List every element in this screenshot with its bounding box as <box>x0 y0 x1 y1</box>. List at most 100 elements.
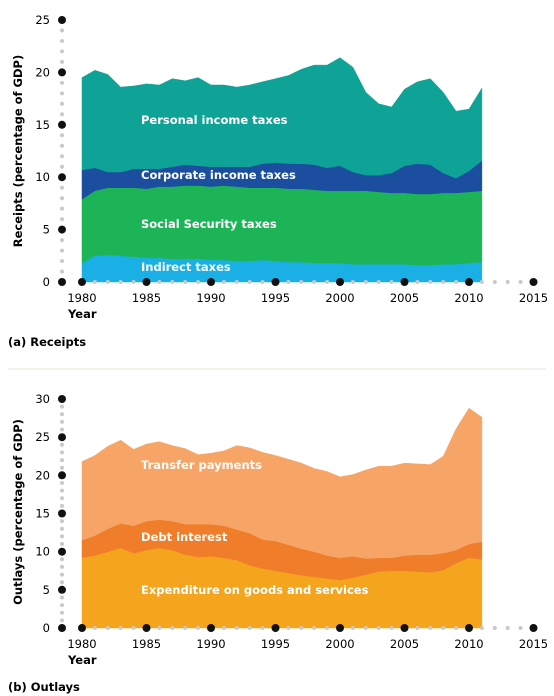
y-axis-minor-dot <box>60 564 64 569</box>
x-axis-minor-dot <box>505 280 510 284</box>
y-axis-minor-dot <box>60 269 64 274</box>
y-axis-minor-dot <box>60 610 64 615</box>
x-axis-minor-dot <box>234 626 239 630</box>
x-axis-minor-dot <box>118 626 123 630</box>
y-tick-label: 20 <box>35 468 50 482</box>
x-axis-minor-dot <box>105 626 110 630</box>
x-axis-minor-dot <box>350 280 355 284</box>
x-tick-dot <box>271 624 280 632</box>
outlays-panel: Expenditure on goods and services Debt in… <box>8 392 548 694</box>
x-axis-minor-dot <box>170 626 175 630</box>
x-axis-minor-dot <box>131 280 136 284</box>
x-axis-minor-dot <box>389 626 394 630</box>
x-axis-minor-dot <box>312 626 317 630</box>
x-axis-minor-dot <box>221 280 226 284</box>
indirect-taxes-label: Indirect taxes <box>141 260 231 274</box>
y-tick-dot <box>58 395 66 403</box>
y-axis-minor-dot <box>60 572 64 577</box>
y-tick-dot <box>58 509 66 518</box>
x-axis-minor-dot <box>415 280 420 284</box>
y-axis-minor-dot <box>60 519 64 524</box>
y-axis-minor-dot <box>60 595 64 600</box>
y-tick-dot <box>58 173 66 182</box>
y-tick-dot <box>58 120 66 129</box>
y-axis-minor-dot <box>60 238 64 243</box>
x-axis-minor-dot <box>92 280 97 284</box>
y-axis-minor-dot <box>60 259 64 263</box>
y-axis-minor-dot <box>60 603 64 608</box>
y-axis-minor-dot <box>60 488 64 493</box>
y-tick-label: 20 <box>35 65 50 79</box>
x-tick-label: 2015 <box>519 637 548 651</box>
y-axis-minor-dot <box>60 465 64 470</box>
x-axis-minor-dot <box>247 280 252 284</box>
x-axis-minor-dot <box>286 280 291 284</box>
x-axis-minor-dot <box>376 626 381 630</box>
y-axis-minor-dot <box>60 154 64 159</box>
y-axis-minor-dot <box>60 248 64 253</box>
x-tick-dot <box>400 278 409 286</box>
y-tick-label: 0 <box>43 275 50 289</box>
y-tick-label: 0 <box>43 621 50 635</box>
x-axis-minor-dot <box>363 280 368 284</box>
y-tick-label: 10 <box>35 170 50 184</box>
y-axis-minor-dot <box>60 419 64 424</box>
x-axis-minor-dot <box>299 280 304 284</box>
x-axis-minor-dot <box>170 280 175 284</box>
x-tick-label: 1985 <box>132 637 161 651</box>
y-axis-minor-dot <box>60 133 64 138</box>
y-axis-minor-dot <box>60 101 64 106</box>
y-axis-minor-dot <box>60 80 64 85</box>
y-tick-dot <box>58 585 66 594</box>
x-axis-minor-dot <box>196 626 201 630</box>
outlays-x-axis-title: Year <box>67 653 97 667</box>
x-tick-dot <box>529 278 538 286</box>
transfer-payments-area <box>81 407 483 559</box>
y-tick-label: 15 <box>35 118 50 132</box>
x-tick-label: 2005 <box>390 637 419 651</box>
y-axis-minor-dot <box>60 206 64 211</box>
y-tick-label: 15 <box>35 507 50 521</box>
y-axis-minor-dot <box>60 143 64 148</box>
y-tick-dot <box>58 624 66 632</box>
receipts-y-axis-title: Receipts (percentage of GDP) <box>11 55 25 247</box>
corporate-income-taxes-label: Corporate income taxes <box>141 168 296 182</box>
y-axis-minor-dot <box>60 534 64 539</box>
x-tick-dot <box>465 624 473 632</box>
x-axis-minor-dot <box>131 626 136 630</box>
x-axis-minor-dot <box>428 626 433 630</box>
y-tick-dot <box>58 225 66 234</box>
x-tick-label: 2000 <box>325 291 354 305</box>
x-tick-label: 1990 <box>196 637 225 651</box>
y-axis-minor-dot <box>60 404 64 409</box>
y-tick-dot <box>58 278 66 286</box>
x-tick-label: 2005 <box>390 291 419 305</box>
y-tick-label: 25 <box>35 13 50 27</box>
x-axis-minor-dot <box>350 626 355 630</box>
x-axis-minor-dot <box>479 280 484 284</box>
x-tick-dot <box>78 624 86 632</box>
x-tick-dot <box>336 278 344 286</box>
x-axis-minor-dot <box>325 280 330 284</box>
x-axis-minor-dot <box>196 280 201 284</box>
x-tick-dot <box>465 278 473 286</box>
x-axis-minor-dot <box>492 626 497 630</box>
x-axis-minor-dot <box>505 626 510 630</box>
y-axis-minor-dot <box>60 28 64 33</box>
x-axis-minor-dot <box>234 280 239 284</box>
x-tick-label: 1995 <box>261 637 290 651</box>
x-axis-minor-dot <box>454 280 459 284</box>
x-tick-label: 1980 <box>67 291 96 305</box>
y-axis-minor-dot <box>60 412 64 417</box>
x-axis-minor-dot <box>105 280 110 284</box>
y-tick-label: 10 <box>35 545 50 559</box>
x-axis-minor-dot <box>441 626 446 630</box>
outlays-y-axis-title: Outlays (percentage of GDP) <box>11 419 25 605</box>
y-tick-dot <box>58 433 66 442</box>
y-axis-minor-dot <box>60 458 64 463</box>
y-axis-minor-dot <box>60 196 64 201</box>
x-axis-minor-dot <box>92 626 97 630</box>
outlays-caption: (b) Outlays <box>8 680 80 694</box>
y-tick-label: 5 <box>43 583 50 597</box>
x-axis-minor-dot <box>260 626 265 630</box>
